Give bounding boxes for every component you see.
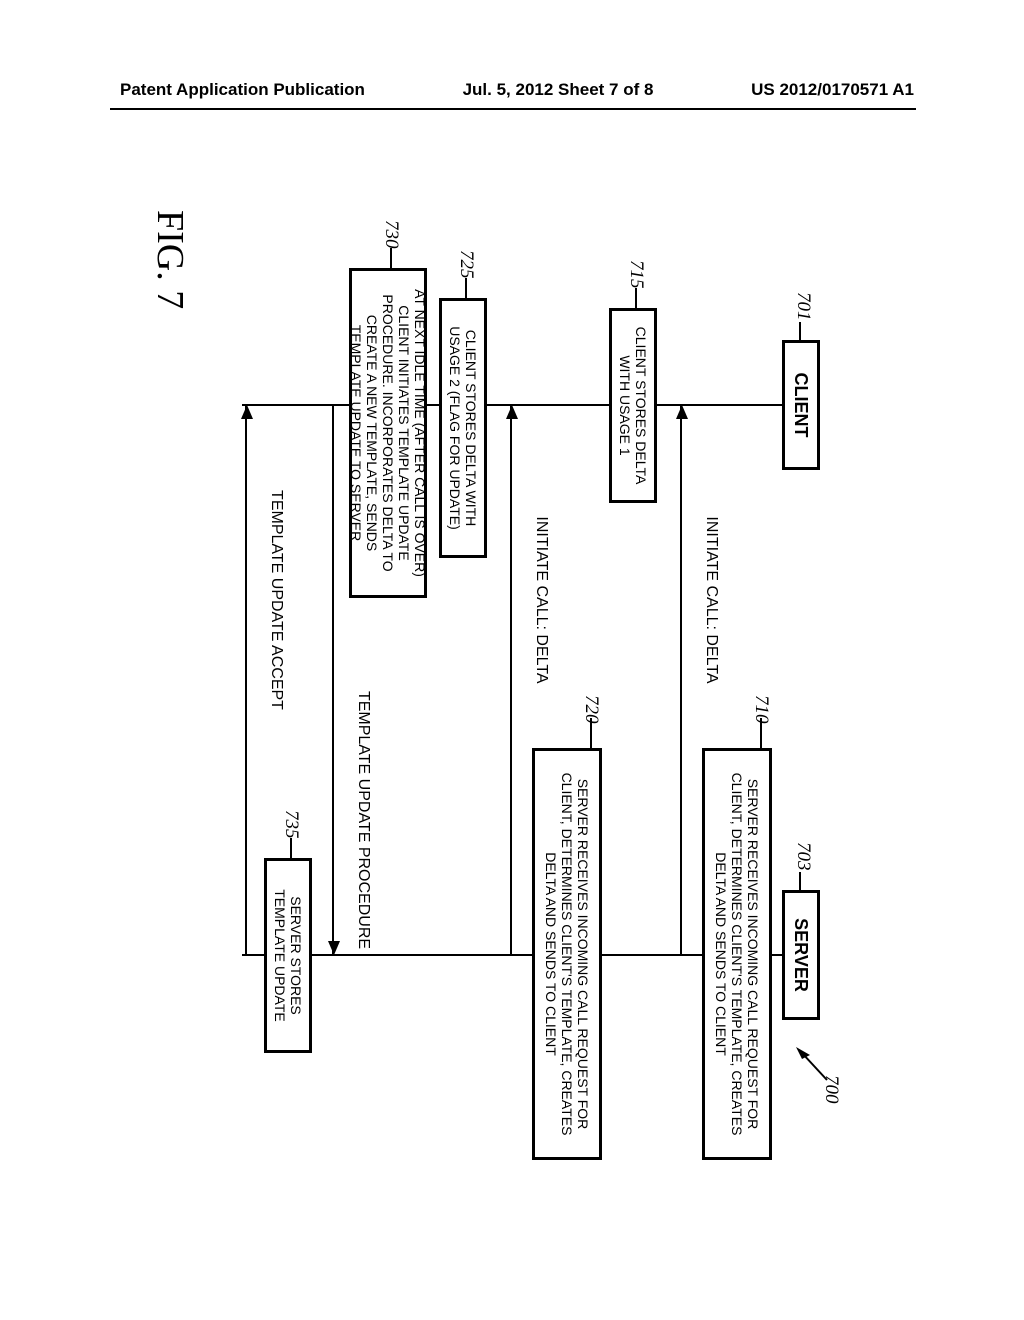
message-label-2: TEMPLATE UPDATE PROCEDURE [354,690,372,950]
page-header: Patent Application Publication Jul. 5, 2… [0,80,1024,100]
step-box-725: CLIENT STORES DELTA WITH USAGE 2 (FLAG F… [439,298,487,558]
sequence-diagram: CLIENT701SERVER703700710SERVER RECEIVES … [182,200,842,1160]
message-line-3 [245,405,247,955]
message-label-1: INITIATE CALL: DELTA [532,470,550,730]
message-line-0 [680,405,682,955]
server-ref-leader [800,872,802,890]
message-arrowhead-0 [676,405,688,419]
message-label-3: TEMPLATE UPDATE ACCEPT [267,470,285,730]
leader-735 [291,838,293,858]
leader-730 [391,248,393,268]
leader-720 [591,718,593,748]
diagram-rotated-container: CLIENT701SERVER703700710SERVER RECEIVES … [182,200,842,1160]
client-box: CLIENT [782,340,820,470]
message-label-0: INITIATE CALL: DELTA [702,470,720,730]
step-box-720: SERVER RECEIVES INCOMING CALL REQUEST FO… [532,748,602,1160]
message-line-1 [510,405,512,955]
leader-725 [466,278,468,298]
leader-715 [636,288,638,308]
ref-725: 725 [455,250,477,279]
client-ref: 701 [792,292,814,321]
step-box-730: AT NEXT IDLE TIME (AFTER CALL IS OVER) C… [349,268,427,598]
step-box-715: CLIENT STORES DELTA WITH USAGE 1 [609,308,657,503]
figure-label: FIG. 7 [148,210,192,309]
message-arrowhead-1 [506,405,518,419]
client-ref-leader [800,322,802,340]
header-center: Jul. 5, 2012 Sheet 7 of 8 [463,80,654,100]
header-right: US 2012/0170571 A1 [751,80,914,100]
ref-715: 715 [625,260,647,289]
server-ref: 703 [792,842,814,871]
header-rule [110,108,916,110]
message-arrowhead-2 [328,941,340,955]
step-box-735: SERVER STORES TEMPLATE UPDATE [264,858,312,1053]
ref-730: 730 [380,220,402,249]
message-line-2 [332,405,334,955]
figure-ref-arrow-icon [792,1045,832,1085]
server-box: SERVER [782,890,820,1020]
message-arrowhead-3 [241,405,253,419]
leader-710 [761,718,763,748]
ref-735: 735 [280,810,302,839]
server-lifeline [242,954,782,956]
header-left: Patent Application Publication [120,80,365,100]
step-box-710: SERVER RECEIVES INCOMING CALL REQUEST FO… [702,748,772,1160]
